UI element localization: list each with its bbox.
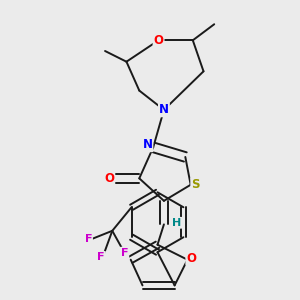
- Text: F: F: [121, 248, 128, 258]
- Text: O: O: [104, 172, 114, 185]
- Text: O: O: [154, 34, 164, 47]
- Text: S: S: [191, 178, 200, 191]
- Text: N: N: [142, 138, 152, 151]
- Text: H: H: [172, 218, 182, 228]
- Text: N: N: [159, 103, 169, 116]
- Text: F: F: [98, 252, 105, 262]
- Text: F: F: [85, 234, 92, 244]
- Text: O: O: [186, 252, 196, 265]
